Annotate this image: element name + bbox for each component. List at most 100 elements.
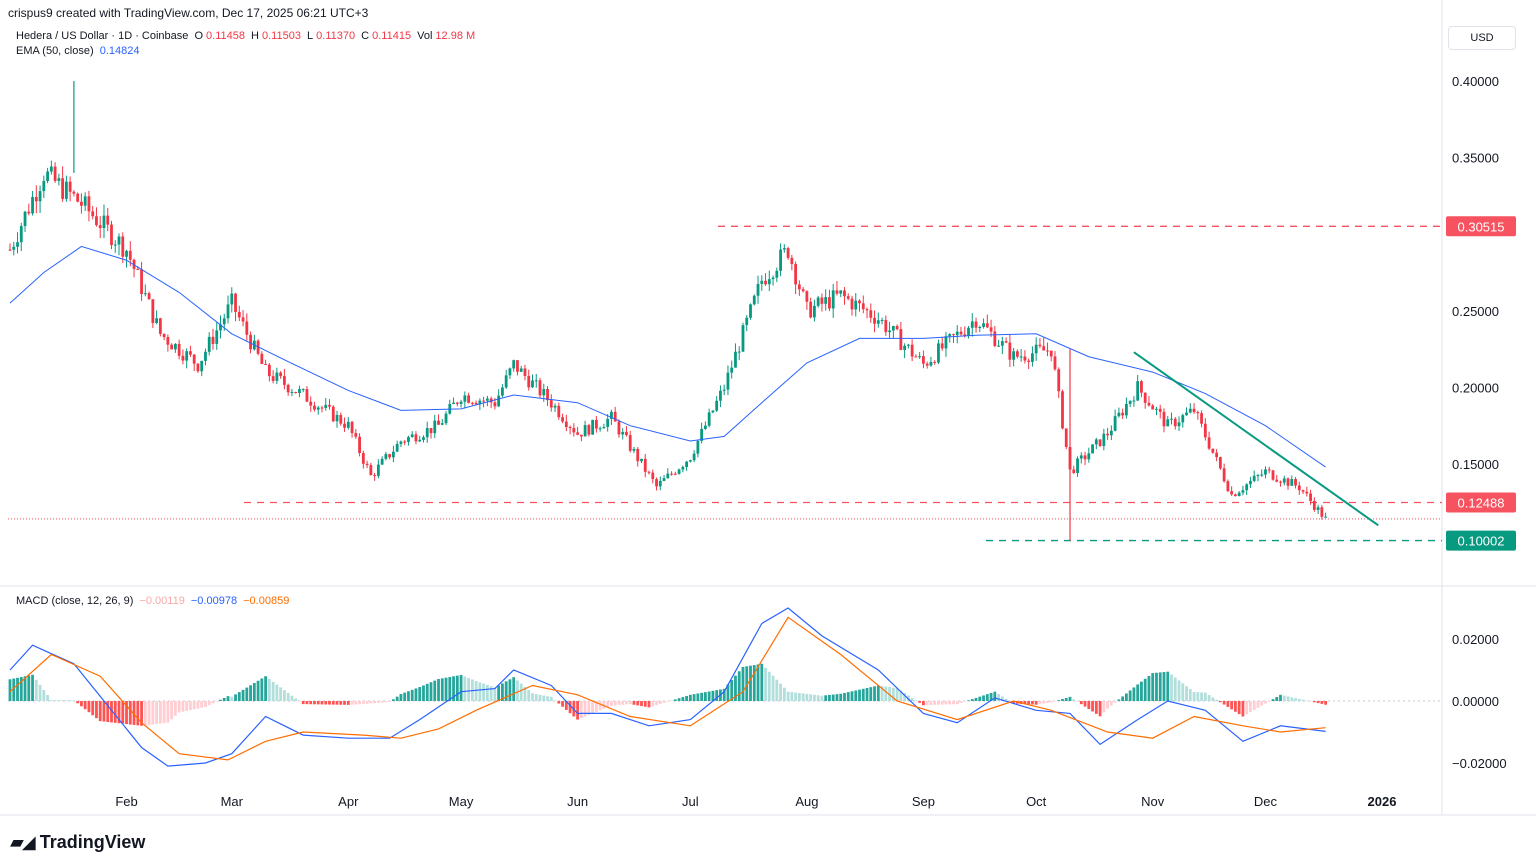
candle-body [688,460,692,462]
candle-body [1203,423,1207,438]
macd-histogram-bar [136,701,140,726]
candle-body [140,269,143,294]
currency-button[interactable]: USD [1448,26,1516,50]
macd-histogram-bar [46,695,49,701]
macd-histogram-bar [27,675,31,701]
ema-label: EMA (50, close) [16,45,94,57]
macd-histogram-bar [1316,701,1320,704]
macd-histogram-bar [365,701,369,704]
macd-histogram-bar [997,694,1000,701]
macd-histogram-bar [151,701,155,725]
time-tick-label: Oct [1026,794,1047,809]
candle-body [1094,439,1098,445]
macd-histogram-bar [869,687,873,701]
candle-body [380,458,384,465]
macd-histogram-bar [373,701,377,704]
macd-histogram-bar [455,675,459,701]
candle-body [1038,344,1042,347]
candle-body [110,224,113,246]
candle-body [850,298,854,310]
candle-body [696,440,700,454]
macd-histogram-bar [805,693,809,701]
macd-histogram-bar [343,701,346,705]
symbol-title[interactable]: Hedera / US Dollar · 1D · Coinbase [16,30,189,42]
price-legend: Hedera / US Dollar · 1D · Coinbase O 0.11… [16,30,478,42]
candle-body [271,376,275,381]
macd-histogram-bar [1072,699,1076,701]
macd-histogram-bar [1203,692,1207,701]
candle-body [275,372,279,381]
candle-body [1072,469,1076,473]
macd-histogram-bar [316,701,320,705]
macd-histogram-bar [204,701,207,707]
macd-histogram-bar [553,700,557,701]
candle-body [1034,344,1038,354]
candle-body [764,280,767,285]
candle-body [523,368,527,376]
candle-body [1279,481,1282,483]
macd-line [9,607,1326,767]
macd-histogram-bar [467,677,470,701]
candle-body [31,196,34,214]
macd-histogram-bar [715,690,719,701]
macd-histogram-bar [1226,701,1230,707]
macd-histogram-bar [681,697,685,701]
candle-body [309,401,313,406]
macd-histogram-bar [437,679,440,701]
macd-histogram-bar [422,685,425,701]
macd-histogram-bar [83,701,87,710]
macd-histogram-bar [489,686,493,701]
macd-histogram-bar [538,694,542,701]
macd-histogram-bar [267,678,271,701]
candle-body [452,402,455,405]
macd-histogram-bar [918,701,922,703]
time-tick-label: Mar [221,794,244,809]
macd-histogram-bar [395,696,399,701]
macd-histogram-bar [903,692,907,701]
candle-body [1098,439,1102,447]
level-tag [1446,530,1516,551]
time-tick-label: Sep [912,794,935,809]
macd-histogram-bar [298,701,301,702]
macd-histogram-bar [1162,672,1166,701]
macd-histogram-bar [388,701,392,702]
macd-histogram-bar [283,690,286,701]
macd-histogram-bar [485,684,489,701]
candle-body [643,458,647,472]
candle-body [816,297,820,306]
macd-histogram-bar [658,701,662,704]
macd-histogram-bar [369,701,373,704]
candle-body [910,344,914,357]
candle-body [422,437,425,440]
candle-body [786,248,790,258]
macd-histogram-bar [1057,700,1061,701]
macd-histogram-bar [68,700,72,701]
macd-histogram-bar [173,701,177,716]
macd-histogram-bar [617,701,621,706]
candle-body [91,211,95,217]
candle-body [1271,470,1275,480]
ema-legend[interactable]: EMA (50, close) 0.14824 [16,45,142,57]
macd-histogram-bar [19,677,23,701]
candle-body [1121,412,1125,416]
candle-body [162,333,166,338]
macd-histogram-bar [448,676,452,701]
candle-body [279,372,283,377]
macd-histogram-bar [1031,701,1034,705]
candle-body [745,317,749,326]
candle-body [440,423,444,425]
macd-histogram-bar [410,689,414,701]
candle-body [136,268,140,270]
candle-body [429,428,433,434]
macd-histogram-bar [72,700,76,701]
candle-body [1015,351,1019,357]
candle-body [568,427,572,429]
candle-body [970,321,974,328]
candle-body [944,336,948,349]
macd-histogram-bar [843,692,846,701]
macd-legend[interactable]: MACD (close, 12, 26, 9) −0.00119 −0.0097… [16,595,292,607]
macd-histogram-bar [944,701,948,705]
macd-histogram-bar [192,701,196,710]
candle-body [854,300,858,310]
